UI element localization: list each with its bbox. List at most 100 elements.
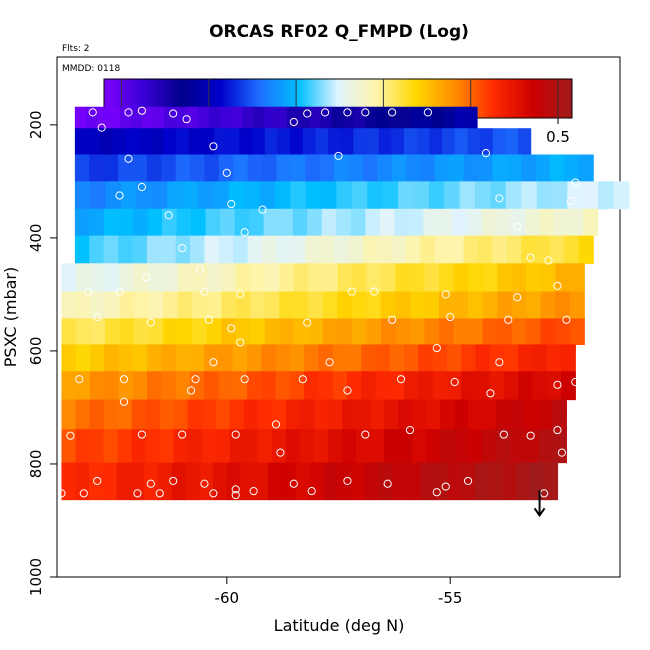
heatmap-cell: [406, 154, 422, 182]
sample-point: [481, 148, 491, 158]
heatmap-cell: [318, 371, 334, 401]
heatmap-cell: [299, 399, 315, 430]
heatmap-cell: [263, 208, 279, 237]
heatmap-cell: [377, 154, 393, 182]
sample-point: [276, 448, 285, 457]
heatmap-cell: [561, 371, 576, 401]
heatmap-cell: [468, 429, 483, 464]
heatmap-cell: [204, 344, 220, 372]
sample-point: [186, 386, 196, 395]
heatmap-cell: [348, 154, 364, 182]
sample-point: [388, 315, 397, 324]
heatmap-cell: [86, 106, 98, 129]
heatmap-cell: [540, 291, 556, 320]
heatmap-cell: [337, 291, 353, 320]
heatmap-cell: [466, 208, 483, 237]
heatmap-cell: [234, 208, 250, 237]
heatmap-cell: [159, 399, 175, 430]
heatmap-cell: [104, 344, 120, 372]
heatmap-cell: [482, 399, 497, 430]
heatmap-cell: [366, 263, 382, 293]
x-tick-label: -55: [438, 589, 463, 607]
heatmap-cell: [61, 371, 77, 401]
sample-point: [182, 115, 191, 124]
sample-point: [383, 479, 392, 488]
heatmap-cell: [221, 263, 237, 293]
heatmap-cell: [243, 399, 259, 430]
heatmap-cell: [103, 235, 119, 264]
sample-point: [115, 287, 124, 296]
heatmap-cell: [268, 462, 283, 501]
sample-point: [155, 489, 164, 498]
heatmap-cell: [201, 399, 217, 430]
heatmap-cell: [384, 429, 399, 464]
heatmap-cell: [148, 291, 164, 320]
heatmap-cell: [613, 181, 630, 210]
heatmap-cell: [332, 371, 348, 401]
heatmap-cell: [389, 371, 405, 401]
heatmap-cell: [392, 462, 407, 501]
heatmap-cell: [453, 263, 469, 293]
heatmap-cell: [583, 208, 599, 237]
heatmap-cell: [350, 208, 366, 237]
heatmap-cell: [61, 429, 77, 464]
heatmap-cell: [74, 181, 91, 210]
heatmap-cell: [454, 106, 467, 129]
heatmap-cell: [132, 235, 148, 264]
heatmap-cell: [188, 128, 203, 156]
sample-point: [441, 482, 450, 491]
heatmap-cell: [449, 235, 465, 264]
heatmap-cell: [175, 371, 191, 401]
sample-point: [450, 377, 459, 387]
heatmap-cell: [377, 235, 393, 264]
heatmap-cell: [298, 106, 311, 129]
sample-point: [553, 380, 562, 389]
sample-point: [75, 375, 84, 384]
heatmap-cell: [340, 128, 354, 156]
sample-point: [370, 287, 379, 296]
sample-point: [119, 397, 129, 406]
heatmap-cell: [412, 399, 427, 430]
sample-point: [298, 375, 307, 384]
heatmap-cell: [315, 128, 329, 156]
heatmap-cell: [569, 263, 585, 293]
heatmap-cell: [555, 318, 571, 346]
heatmap-cell: [228, 181, 245, 210]
sample-point: [566, 197, 575, 206]
heatmap-cell: [521, 235, 537, 264]
heatmap-cell: [546, 344, 562, 372]
y-axis-label: PSXC (mbar): [1, 267, 20, 367]
heatmap-cell: [204, 154, 220, 182]
heatmap-cell: [289, 344, 305, 372]
heatmap-cell: [190, 235, 206, 264]
heatmap-cell: [446, 344, 462, 372]
heatmap-cell: [148, 263, 164, 293]
heatmap-cell: [277, 128, 291, 156]
heatmap-cell: [118, 208, 134, 237]
heatmap-cell: [331, 106, 344, 129]
heatmap-cell: [496, 208, 512, 237]
heatmap-cell: [75, 291, 92, 320]
heatmap-cell: [146, 235, 162, 264]
sample-point: [271, 420, 281, 429]
heatmap-cell: [348, 235, 364, 264]
heatmap-cell: [131, 399, 147, 430]
heatmap-cell: [488, 462, 503, 501]
heatmap-cell: [119, 291, 135, 320]
heatmap-cell: [75, 399, 91, 430]
heatmap-cell: [187, 399, 203, 430]
heatmap-cell: [305, 235, 321, 264]
heatmap-cell: [465, 106, 478, 129]
heatmap-cell: [157, 462, 173, 501]
heatmap-cell: [163, 263, 179, 293]
sample-point: [169, 109, 178, 118]
heatmap-cell: [408, 208, 424, 237]
heatmap-cell: [232, 371, 248, 401]
heatmap-cell: [290, 235, 306, 264]
heatmap-cell: [197, 181, 214, 210]
heatmap-cell: [274, 181, 291, 210]
heatmap-cell: [510, 399, 525, 430]
heatmap-cell: [244, 181, 261, 210]
sample-point: [137, 182, 146, 192]
heatmap-cell: [318, 344, 334, 372]
